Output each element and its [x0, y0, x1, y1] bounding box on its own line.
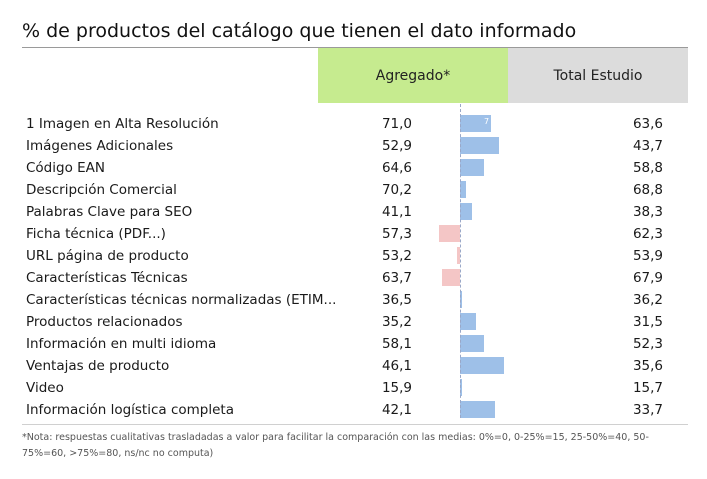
- agregado-value: 70,2: [381, 182, 412, 198]
- table-row: Productos relacionados 35,2 31,5: [22, 311, 688, 333]
- table-row: Información en multi idioma 58,1 52,3: [22, 333, 688, 355]
- agregado-value: 58,1: [381, 336, 412, 352]
- bar-axis: [460, 104, 461, 418]
- total-value: 63,6: [632, 116, 663, 132]
- table-row: Características técnicas normalizadas (E…: [22, 289, 688, 311]
- agregado-value: 41,1: [381, 204, 412, 220]
- row-label: Imágenes Adicionales: [26, 138, 174, 154]
- agregado-value: 71,0: [381, 116, 412, 132]
- header-agregado: Agregado*: [318, 48, 508, 103]
- agregado-value: 52,9: [381, 138, 412, 154]
- total-value: 15,7: [632, 380, 663, 396]
- total-value: 67,9: [632, 270, 663, 286]
- total-value: 52,3: [632, 336, 663, 352]
- total-value: 38,3: [632, 204, 663, 220]
- total-value: 53,9: [632, 248, 663, 264]
- agregado-value: 53,2: [381, 248, 412, 264]
- total-value: 36,2: [632, 292, 663, 308]
- total-value: 58,8: [632, 160, 663, 176]
- row-label: Características técnicas normalizadas (E…: [26, 292, 337, 308]
- footnote-divider: [22, 424, 688, 425]
- difference-bar: [460, 357, 505, 374]
- header-total-estudio: Total Estudio: [508, 48, 688, 103]
- table-row: Palabras Clave para SEO 41,1 38,3: [22, 201, 688, 223]
- table-row: Información logística completa 42,1 33,7: [22, 399, 688, 421]
- row-label: Ventajas de producto: [26, 358, 170, 374]
- difference-bar: [457, 247, 460, 264]
- bar-value-tag: 7: [483, 117, 490, 126]
- difference-bar: [460, 313, 476, 330]
- total-value: 62,3: [632, 226, 663, 242]
- total-value: 43,7: [632, 138, 663, 154]
- difference-bar: [460, 181, 466, 198]
- agregado-value: 57,3: [381, 226, 412, 242]
- row-label: Ficha técnica (PDF...): [26, 226, 166, 242]
- table-row: Código EAN 64,6 58,8: [22, 157, 688, 179]
- table-row: URL página de producto 53,2 53,9: [22, 245, 688, 267]
- table-row: Ventajas de producto 46,1 35,6: [22, 355, 688, 377]
- difference-bar: [460, 203, 472, 220]
- table-row: Descripción Comercial 70,2 68,8: [22, 179, 688, 201]
- table-row: Imágenes Adicionales 52,9 43,7: [22, 135, 688, 157]
- agregado-value: 63,7: [381, 270, 412, 286]
- row-label: Información logística completa: [26, 402, 234, 418]
- row-label: Productos relacionados: [26, 314, 183, 330]
- difference-bar: [460, 379, 462, 396]
- table-row: 1 Imagen en Alta Resolución 71,0 63,6: [22, 113, 688, 135]
- agregado-value: 64,6: [381, 160, 412, 176]
- difference-bar: [442, 269, 460, 286]
- total-value: 35,6: [632, 358, 663, 374]
- table-row: Ficha técnica (PDF...) 57,3 62,3: [22, 223, 688, 245]
- difference-bar: [460, 291, 462, 308]
- total-value: 31,5: [632, 314, 663, 330]
- difference-bar: [460, 137, 499, 154]
- agregado-value: 35,2: [381, 314, 412, 330]
- row-label: Código EAN: [26, 160, 105, 176]
- agregado-value: 15,9: [381, 380, 412, 396]
- difference-bar: [460, 335, 485, 352]
- title-divider: [22, 47, 688, 48]
- difference-bar: 7: [460, 115, 492, 132]
- row-label: Palabras Clave para SEO: [26, 204, 193, 220]
- total-value: 33,7: [632, 402, 663, 418]
- footnote: *Nota: respuestas cualitativas trasladad…: [22, 432, 649, 459]
- agregado-value: 42,1: [381, 402, 412, 418]
- total-value: 68,8: [632, 182, 663, 198]
- row-label: URL página de producto: [26, 248, 189, 264]
- table-row: Video 15,9 15,7: [22, 377, 688, 399]
- difference-bar: [439, 225, 460, 242]
- row-label: Descripción Comercial: [26, 182, 177, 198]
- agregado-value: 46,1: [381, 358, 412, 374]
- difference-bar: [460, 159, 485, 176]
- row-label: Información en multi idioma: [26, 336, 217, 352]
- table-row: Características Técnicas 63,7 67,9: [22, 267, 688, 289]
- agregado-value: 36,5: [381, 292, 412, 308]
- row-label: Video: [26, 380, 64, 396]
- difference-bar: [460, 401, 496, 418]
- page-title: % de productos del catálogo que tienen e…: [22, 20, 577, 42]
- row-label: 1 Imagen en Alta Resolución: [26, 116, 219, 132]
- row-label: Características Técnicas: [26, 270, 188, 286]
